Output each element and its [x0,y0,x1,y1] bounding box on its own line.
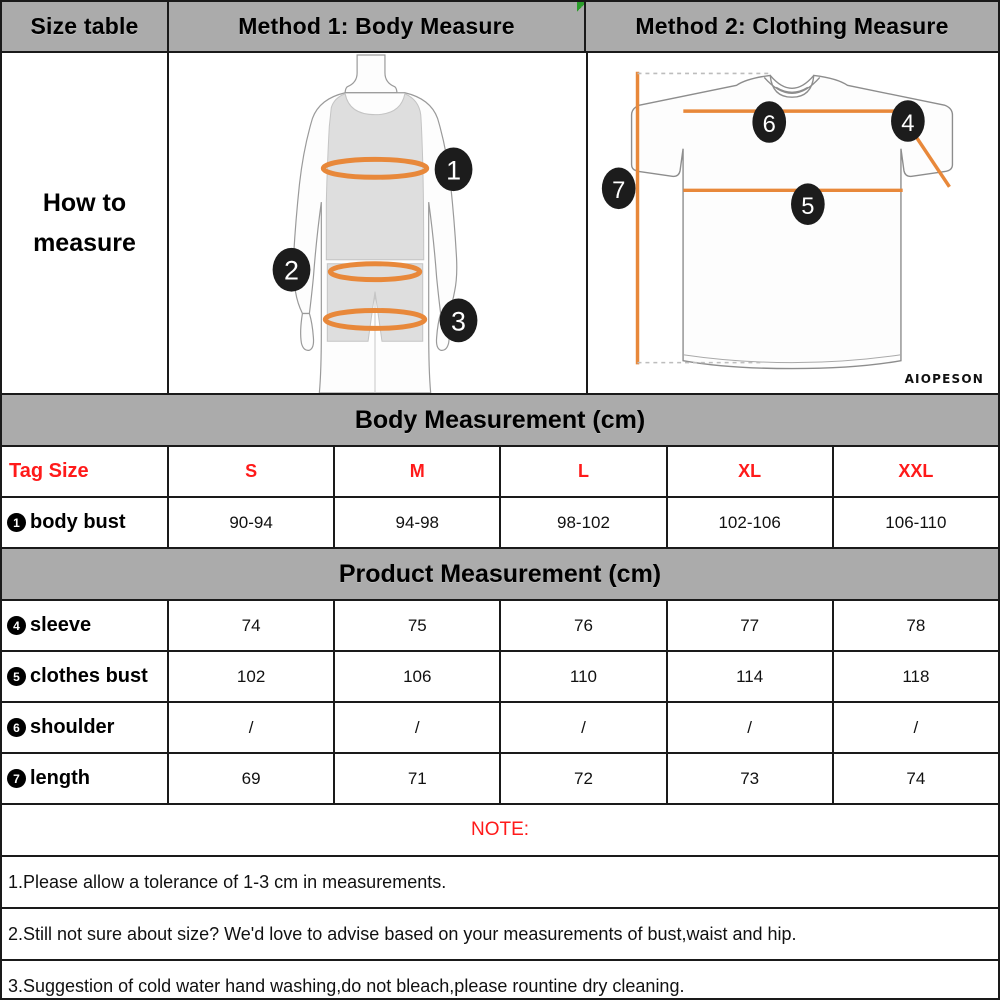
svg-text:4: 4 [901,110,914,137]
row-label-text: body bust [30,511,126,533]
body-measure-illustration: 1 2 3 [169,53,588,393]
cell-sleeve-l: 76 [501,601,668,650]
table-row-body-bust: 1 body bust 90-94 94-98 98-102 102-106 1… [2,498,998,549]
hip-measure-band [322,308,428,331]
row-label-text: shoulder [30,716,115,738]
cell-body-bust-m: 94-98 [335,498,502,547]
svg-text:3: 3 [451,306,466,336]
tag-size-label: Tag Size [2,447,169,496]
cell-sleeve-xxl: 78 [906,615,926,635]
bust-measure-band [320,156,430,180]
body-marker-1: 1 [434,147,473,192]
body-measurement-title: Body Measurement (cm) [2,395,998,447]
cell-length-xxl: 74 [906,768,926,788]
row-label-body-bust: 1 body bust [2,498,169,547]
header-method-1-label: Method 1: Body Measure [238,13,515,39]
header-method-2: Method 2: Clothing Measure [586,2,998,51]
svg-text:2: 2 [284,256,299,286]
body-figure-svg: 1 2 3 [272,54,478,393]
header-size-table: Size table [2,2,169,51]
table-row-shoulder: 6 shoulder / / / / / [2,703,998,754]
row-label-shoulder: 6 shoulder [2,703,169,752]
marker-5-badge: 5 [7,667,26,686]
marker-7-badge: 7 [7,769,26,788]
row-label-sleeve: 4 sleeve [2,601,169,650]
cell-shoulder-m: / [335,703,502,752]
how-to-measure-line2: measure [33,229,136,257]
cell-body-bust-s: 90-94 [169,498,336,547]
svg-text:6: 6 [763,111,776,138]
row-label-clothes-bust: 5 clothes bust [2,652,169,701]
body-marker-3: 3 [439,298,478,343]
size-col-l: L [501,447,668,496]
brand-watermark: AIOPESON [904,372,984,386]
row-label-length: 7 length [2,754,169,803]
clothing-marker-6: 6 [752,101,787,143]
how-to-measure-line1: How to [42,189,127,217]
cell-clothes-bust-xxl: 118 [902,666,930,686]
cell-clothes-bust-m: 106 [335,652,502,701]
table-row-length: 7 length 69 71 72 73 74 [2,754,998,805]
cell-length-l: 72 [501,754,668,803]
note-line-1: 1.Please allow a tolerance of 1-3 cm in … [2,857,998,909]
cell-shoulder-s: / [169,703,336,752]
cell-length-xl: 73 [668,754,834,803]
header-method-1: Method 1: Body Measure [169,2,586,51]
marker-6-badge: 6 [7,718,26,737]
table-row-clothes-bust: 5 clothes bust 102 106 110 114 118 [2,652,998,703]
cell-clothes-bust-l: 110 [501,652,668,701]
cell-length-m: 71 [335,754,502,803]
note-title: NOTE: [2,805,998,857]
table-header-row: Size table Method 1: Body Measure Method… [2,2,998,53]
cell-clothes-bust-xl: 114 [668,652,834,701]
row-label-text: clothes bust [30,665,148,687]
size-header-row: Tag Size S M L XL XXL [2,447,998,498]
product-measurement-title: Product Measurement (cm) [2,549,998,601]
cell-body-bust-xl: 102-106 [668,498,834,547]
note-line-2: 2.Still not sure about size? We'd love t… [2,909,998,961]
svg-text:1: 1 [446,155,461,185]
row-label-text: length [30,767,90,789]
waist-measure-band [327,261,423,283]
clothing-measure-illustration: 6 4 5 7 AIOPESON [588,53,998,393]
size-col-xl: XL [668,447,834,496]
cell-shoulder-xxl: / [913,717,919,737]
illustration-row: How to measure [2,53,998,395]
cell-sleeve-m: 75 [335,601,502,650]
svg-text:7: 7 [612,177,625,204]
clothing-marker-7: 7 [601,167,636,210]
green-corner-marker [577,2,584,14]
marker-1-badge: 1 [7,513,26,532]
how-to-measure-label: How to measure [2,53,169,393]
tshirt-svg: 6 4 5 7 [601,71,954,370]
note-line-3: 3.Suggestion of cold water hand washing,… [8,975,685,996]
cell-body-bust-l: 98-102 [501,498,668,547]
row-label-text: sleeve [30,614,92,636]
clothing-marker-4: 4 [891,100,925,142]
cell-sleeve-s: 74 [169,601,336,650]
size-col-xxl: XXL [898,461,934,481]
size-col-m: M [335,447,502,496]
cell-body-bust-xxl: 106-110 [885,512,947,532]
svg-text:5: 5 [801,193,814,220]
cell-sleeve-xl: 77 [668,601,834,650]
cell-shoulder-l: / [501,703,668,752]
clothing-marker-5: 5 [791,183,825,225]
table-row-sleeve: 4 sleeve 74 75 76 77 78 [2,601,998,652]
body-marker-2: 2 [272,247,311,292]
cell-length-s: 69 [169,754,336,803]
marker-4-badge: 4 [7,616,26,635]
size-col-s: S [169,447,336,496]
cell-shoulder-xl: / [668,703,834,752]
cell-clothes-bust-s: 102 [169,652,336,701]
